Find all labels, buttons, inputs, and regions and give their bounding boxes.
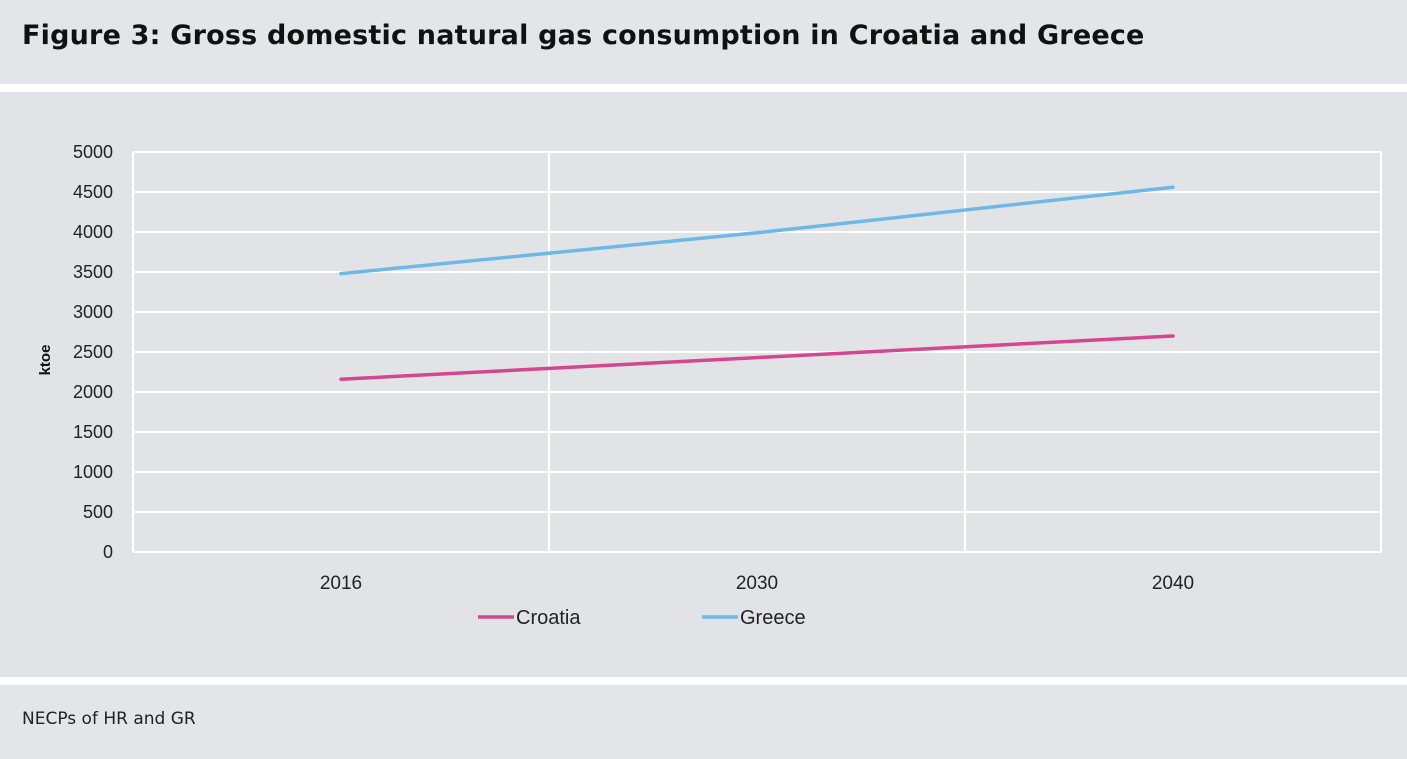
y-tick-label: 2500 bbox=[73, 342, 113, 362]
series-layer bbox=[339, 185, 1175, 381]
line-chart: 0 500 1000 1500 2000 2500 3000 3500 4000 4500 5000… bbox=[37, 142, 1382, 629]
series-line-croatia bbox=[339, 334, 1175, 381]
y-axis-label: ktoe bbox=[37, 345, 54, 376]
figure-header: Figure 3: Gross domestic natural gas con… bbox=[0, 0, 1407, 84]
y-tick-label: 3500 bbox=[73, 262, 113, 282]
grid-layer bbox=[132, 151, 1382, 553]
y-tick-label: 500 bbox=[83, 502, 113, 522]
y-tick-label: 2000 bbox=[73, 382, 113, 402]
y-tick-label: 0 bbox=[103, 542, 113, 562]
axis-layer: 0 500 1000 1500 2000 2500 3000 3500 4000 4500 5000… bbox=[73, 142, 1194, 594]
figure-footer: NECPs of HR and GR bbox=[0, 685, 1407, 759]
legend-label-croatia: Croatia bbox=[516, 607, 581, 629]
y-tick-label: 5000 bbox=[73, 142, 113, 162]
y-tick-label: 1500 bbox=[73, 422, 113, 442]
y-tick-label: 3000 bbox=[73, 302, 113, 322]
y-tick-label: 4500 bbox=[73, 182, 113, 202]
figure-source: NECPs of HR and GR bbox=[22, 709, 196, 729]
y-tick-label: 4000 bbox=[73, 222, 113, 242]
series-line-greece bbox=[339, 185, 1175, 276]
legend-layer: Croatia Greece bbox=[478, 607, 806, 629]
legend-label-greece: Greece bbox=[740, 607, 806, 629]
figure-title: Figure 3: Gross domestic natural gas con… bbox=[22, 20, 1145, 51]
x-tick-label: 2040 bbox=[1152, 573, 1194, 594]
chart-panel: 0 500 1000 1500 2000 2500 3000 3500 4000 4500 5000… bbox=[0, 92, 1407, 677]
x-tick-label: 2016 bbox=[320, 573, 362, 594]
x-tick-label: 2030 bbox=[736, 573, 778, 594]
y-tick-label: 1000 bbox=[73, 462, 113, 482]
